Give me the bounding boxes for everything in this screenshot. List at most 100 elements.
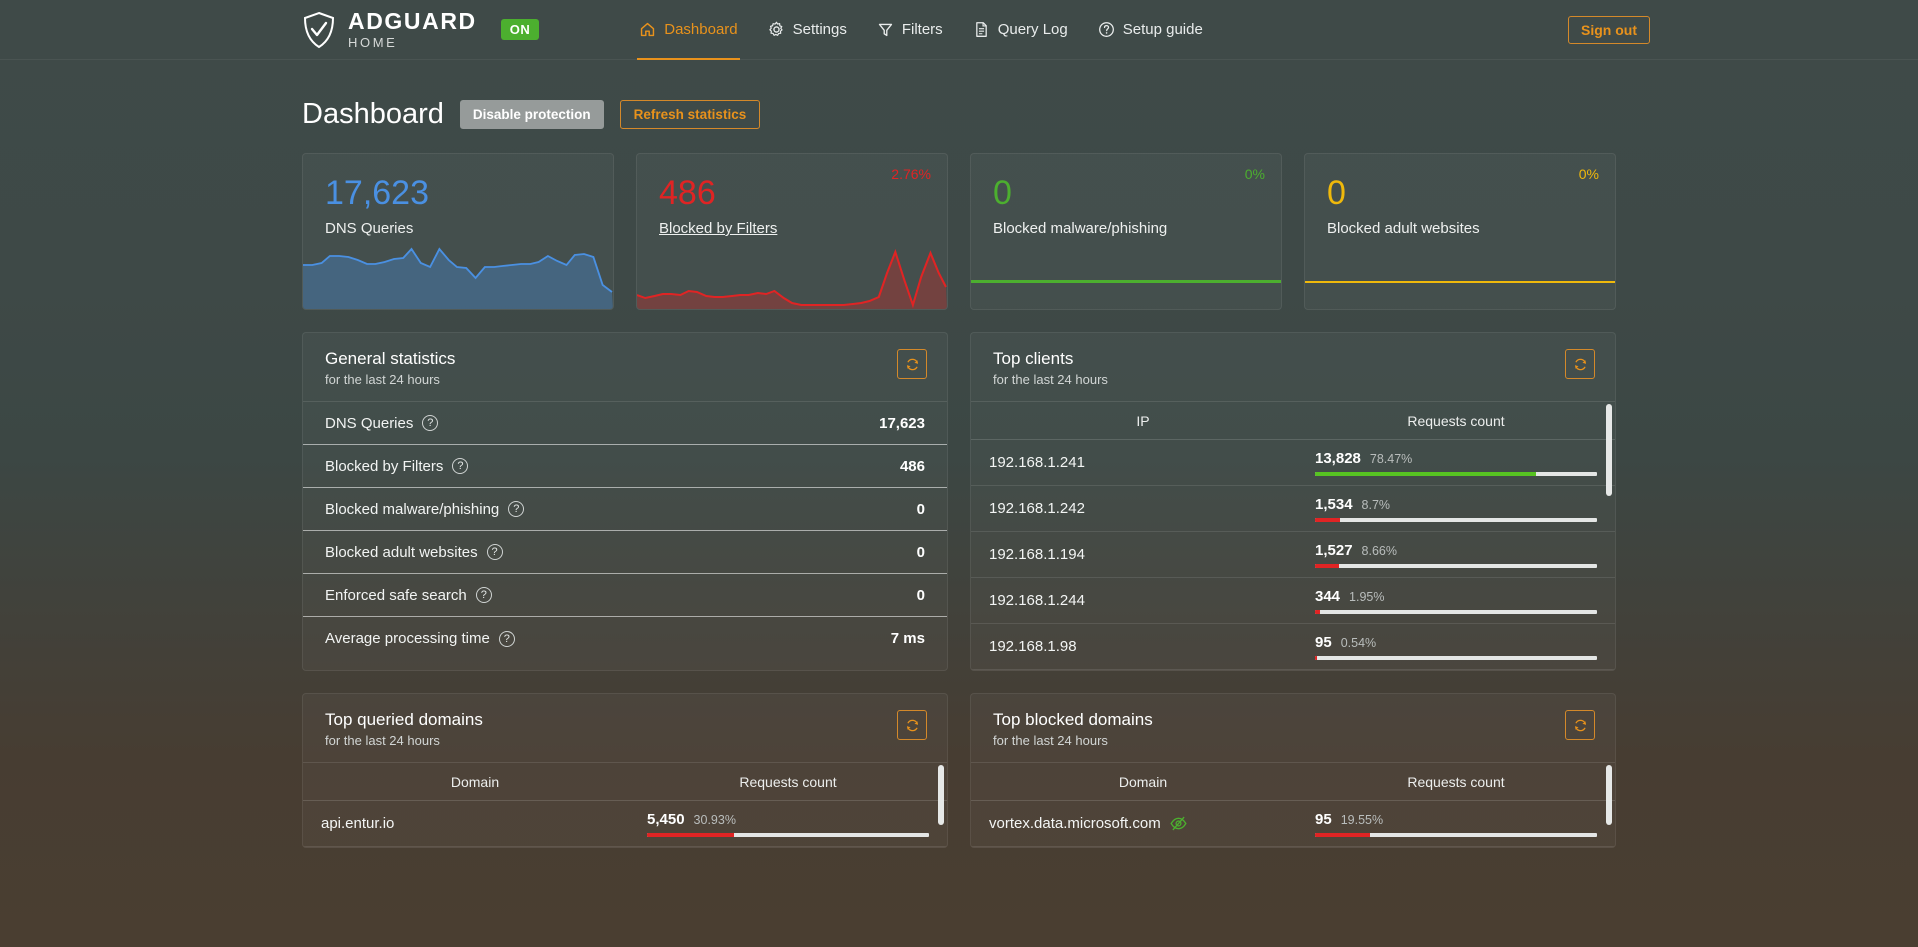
requests-percent: 19.55%	[1340, 812, 1384, 827]
refresh-icon-button-general-statistics[interactable]	[897, 349, 927, 379]
panel-top-clients: Top clients for the last 24 hours IP Req…	[970, 332, 1616, 671]
refresh-icon-button-top-blocked-domains[interactable]	[1565, 710, 1595, 740]
requests-percent: 78.47%	[1369, 451, 1413, 466]
general-stat-row: Blocked malware/phishing? 0	[303, 488, 947, 531]
stat-card-blocked-malware-phishing[interactable]: 0% 0 Blocked malware/phishing	[970, 153, 1282, 310]
vertical-scrollbar[interactable]	[1606, 404, 1612, 496]
panel-subtitle: for the last 24 hours	[325, 372, 440, 387]
nav-label-dashboard: Dashboard	[664, 21, 738, 38]
progress-bar	[647, 832, 929, 837]
nav-item-query-log[interactable]: Query Log	[971, 0, 1070, 60]
table-row[interactable]: 192.168.1.244 344 1.95%	[971, 578, 1615, 624]
disable-protection-button[interactable]: Disable protection	[459, 100, 604, 129]
requests-count: 5,450	[647, 810, 685, 828]
panel-header: Top blocked domains for the last 24 hour…	[971, 694, 1615, 763]
requests-count: 13,828	[1315, 449, 1361, 467]
nav-label-setup-guide: Setup guide	[1122, 21, 1203, 38]
vertical-scrollbar[interactable]	[1606, 765, 1612, 825]
general-stat-label: Blocked malware/phishing	[325, 500, 500, 518]
general-stat-label: Blocked adult websites	[325, 543, 478, 561]
help-tooltip-icon[interactable]: ?	[498, 630, 515, 647]
stat-label[interactable]: Blocked by Filters	[659, 220, 778, 237]
nav-label-settings: Settings	[792, 21, 847, 38]
client-ip: 192.168.1.241	[989, 454, 1085, 471]
general-stat-label: Blocked by Filters	[325, 457, 444, 475]
nav-item-dashboard[interactable]: Dashboard	[637, 0, 741, 60]
help-icon	[1098, 21, 1115, 38]
general-stat-row: Blocked adult websites? 0	[303, 531, 947, 574]
stat-value: 0	[1327, 174, 1346, 212]
table-row[interactable]: 192.168.1.242 1,534 8.7%	[971, 486, 1615, 532]
stat-value: 486	[659, 174, 716, 212]
nav-item-setup-guide[interactable]: Setup guide	[1096, 0, 1205, 60]
stat-card-blocked-by-filters[interactable]: 2.76% 486 Blocked by Filters	[636, 153, 948, 310]
stat-label: DNS Queries	[325, 220, 414, 237]
general-stat-row: Blocked by Filters? 486	[303, 445, 947, 488]
table-row[interactable]: api.entur.io 5,450 30.93%	[303, 801, 947, 847]
refresh-icon	[1573, 718, 1588, 733]
column-header-requests-count: Requests count	[1407, 773, 1505, 790]
general-stat-row: Average processing time? 7 ms	[303, 617, 947, 660]
stat-value: 0	[993, 174, 1012, 212]
domain-name: api.entur.io	[321, 815, 395, 832]
general-stat-label: Enforced safe search	[325, 586, 467, 604]
general-stat-value: 0	[916, 500, 925, 518]
client-ip: 192.168.1.242	[989, 500, 1085, 517]
requests-percent: 8.7%	[1361, 497, 1391, 512]
refresh-statistics-button[interactable]: Refresh statistics	[619, 100, 761, 129]
progress-bar	[1315, 563, 1597, 568]
top-blocked-domains-table: Domain Requests count vortex.data.micros…	[971, 763, 1615, 847]
panel-title: Top clients	[993, 349, 1074, 368]
client-ip: 192.168.1.98	[989, 638, 1077, 655]
general-stat-label: Average processing time	[325, 630, 490, 647]
top-clients-table: IP Requests count 192.168.1.241 13,828 7…	[971, 402, 1615, 670]
requests-percent: 8.66%	[1361, 543, 1397, 558]
help-tooltip-icon[interactable]: ?	[475, 587, 492, 603]
refresh-icon-button-top-clients[interactable]	[1565, 349, 1595, 379]
table-row[interactable]: 192.168.1.194 1,527 8.66%	[971, 532, 1615, 578]
sparkline-blocked-by-filters	[637, 247, 947, 309]
help-tooltip-icon[interactable]: ?	[452, 458, 469, 474]
gear-icon	[768, 21, 785, 38]
table-row[interactable]: 192.168.1.241 13,828 78.47%	[971, 440, 1615, 486]
refresh-icon	[905, 357, 920, 372]
sign-out-button[interactable]: Sign out	[1568, 15, 1650, 44]
requests-count: 95	[1315, 810, 1332, 828]
requests-percent: 1.95%	[1349, 589, 1385, 604]
sparkline-blocked-adult-websites	[1305, 281, 1615, 283]
eye-off-icon[interactable]	[1169, 814, 1188, 833]
vertical-scrollbar[interactable]	[938, 765, 944, 825]
stat-percent: 0%	[1244, 166, 1265, 182]
table-row[interactable]: 192.168.1.98 95 0.54%	[971, 624, 1615, 670]
stat-card-dns-queries[interactable]: 17,623 DNS Queries	[302, 153, 614, 310]
column-header-domain: Domain	[1118, 773, 1168, 790]
progress-bar	[1315, 832, 1597, 837]
stat-value: 17,623	[325, 174, 429, 212]
table-row[interactable]: vortex.data.microsoft.com 95 19.55%	[971, 801, 1615, 847]
requests-count: 1,527	[1315, 541, 1353, 559]
help-tooltip-icon[interactable]: ?	[486, 544, 503, 560]
table-header: Domain Requests count	[971, 763, 1615, 801]
help-tooltip-icon[interactable]: ?	[422, 415, 439, 431]
top-queried-domains-table: Domain Requests count api.entur.io 5,450…	[303, 763, 947, 847]
client-ip: 192.168.1.194	[989, 546, 1085, 563]
progress-bar	[1315, 471, 1597, 476]
panel-row-secondary: Top queried domains for the last 24 hour…	[302, 693, 1616, 848]
panel-header: Top clients for the last 24 hours	[971, 333, 1615, 402]
progress-bar	[1315, 609, 1597, 614]
column-header-ip: IP	[1136, 412, 1150, 429]
nav-item-settings[interactable]: Settings	[766, 0, 849, 60]
brand-subtitle: HOME	[348, 35, 398, 50]
table-header: IP Requests count	[971, 402, 1615, 440]
requests-count: 1,534	[1315, 495, 1353, 513]
sparkline-blocked-malware-phishing	[971, 280, 1281, 283]
stat-card-blocked-adult-websites[interactable]: 0% 0 Blocked adult websites	[1304, 153, 1616, 310]
nav-item-filters[interactable]: Filters	[875, 0, 945, 60]
help-tooltip-icon[interactable]: ?	[508, 501, 525, 517]
domain-name: vortex.data.microsoft.com	[989, 815, 1161, 832]
stat-cards-row: 17,623 DNS Queries 2.76% 486 Blocked by …	[302, 153, 1616, 310]
refresh-icon-button-top-queried-domains[interactable]	[897, 710, 927, 740]
requests-percent: 0.54%	[1340, 635, 1377, 650]
shield-check-icon	[302, 11, 336, 49]
column-header-domain: Domain	[450, 773, 500, 790]
